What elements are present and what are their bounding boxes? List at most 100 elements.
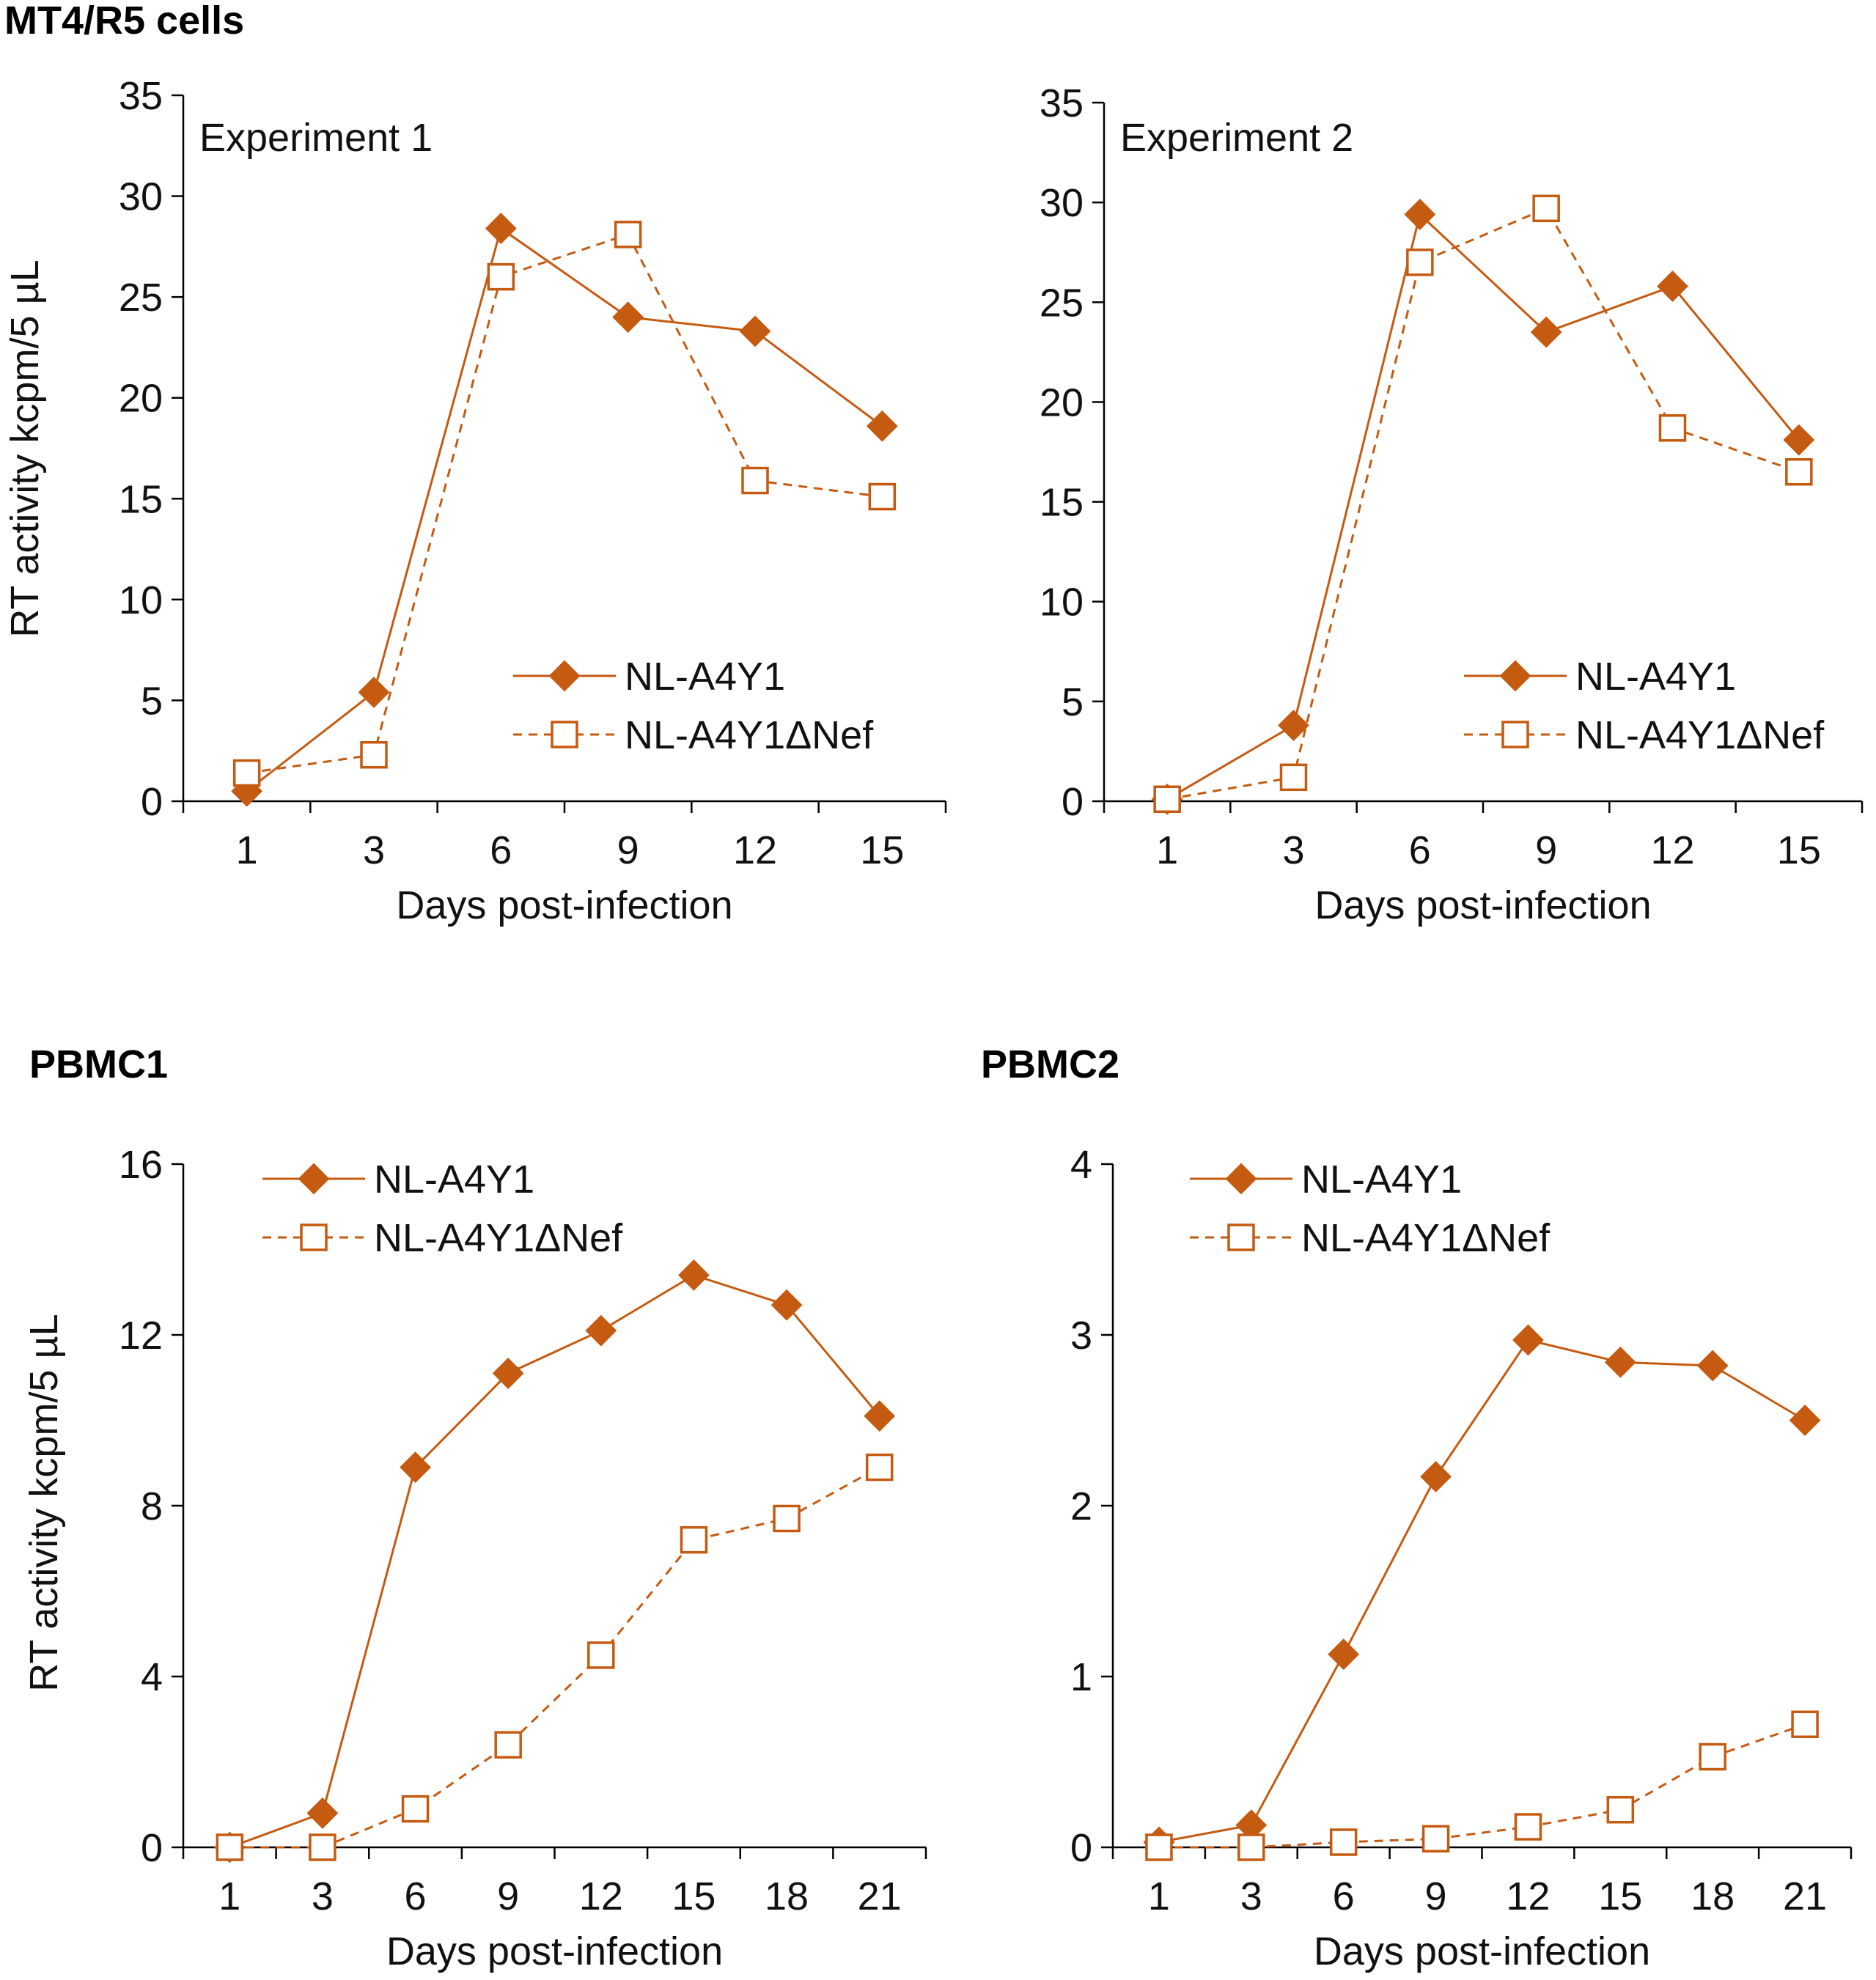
x-axis-title: Days post-infection xyxy=(396,883,732,927)
x-tick-label: 15 xyxy=(1598,1874,1642,1918)
series-line-nl-a4y1 xyxy=(246,227,883,792)
section-label-pbmc1: PBMC1 xyxy=(29,1042,168,1086)
data-point-nl-a4y1 xyxy=(358,677,390,708)
x-tick-label: 15 xyxy=(860,828,904,872)
x-tick-label: 3 xyxy=(363,828,385,872)
x-tick-label: 18 xyxy=(1691,1874,1735,1918)
data-point-nl-a4y1-dnef xyxy=(1279,763,1308,792)
y-tick-label: 20 xyxy=(1040,380,1084,424)
data-point-nl-a4y1 xyxy=(1512,1324,1544,1356)
data-point-nl-a4y1 xyxy=(306,1797,339,1829)
x-axis-title: Days post-infection xyxy=(386,1929,723,1973)
y-tick-label: 0 xyxy=(1062,780,1084,824)
data-point-nl-a4y1-dnef xyxy=(232,759,261,787)
data-point-nl-a4y1 xyxy=(1789,1405,1821,1436)
data-point-nl-a4y1-dnef xyxy=(360,740,388,769)
chart-exp1: 0 5 10 15 20 25 30 35 1 3 6 9 12 15 Days post-infectio… xyxy=(3,74,947,927)
y-axis-title: RT activity kcpm/5 µL xyxy=(3,260,47,637)
data-point-nl-a4y1 xyxy=(492,1358,524,1389)
x-tick-label: 12 xyxy=(733,828,777,872)
data-point-nl-a4y1 xyxy=(1604,1346,1636,1378)
x-tick-label: 15 xyxy=(1777,828,1821,872)
data-point-nl-a4y1-dnef xyxy=(1514,1813,1542,1841)
y-tick-label: 0 xyxy=(1070,1826,1092,1870)
y-tick-label: 30 xyxy=(119,175,163,219)
data-point-nl-a4y1 xyxy=(585,1314,617,1347)
x-tick-label: 1 xyxy=(1148,1874,1170,1918)
legend-marker xyxy=(1227,1223,1255,1251)
x-tick-label: 1 xyxy=(218,1874,240,1918)
chart-pbmc1: 0 4 8 12 16 1 3 6 9 12 15 18 21 Days post-infection RT… xyxy=(22,1143,927,1973)
y-tick-label: 0 xyxy=(141,1826,163,1870)
data-point-nl-a4y1-dnef xyxy=(494,1731,522,1759)
y-tick-label: 0 xyxy=(141,780,163,824)
x-tick-label: 6 xyxy=(1409,828,1431,872)
x-axis-title: Days post-infection xyxy=(1314,1929,1650,1973)
data-point-nl-a4y1-dnef xyxy=(1329,1828,1358,1856)
x-tick-label: 12 xyxy=(579,1874,623,1918)
data-point-nl-a4y1-dnef xyxy=(1791,1710,1819,1738)
legend-label: NL-A4Y1ΔNef xyxy=(374,1216,623,1260)
data-point-nl-a4y1 xyxy=(1657,270,1688,302)
x-tick-label: 15 xyxy=(672,1874,716,1918)
data-point-nl-a4y1-dnef xyxy=(865,1453,894,1482)
x-tick-label: 12 xyxy=(1650,828,1694,872)
y-tick-label: 4 xyxy=(141,1655,163,1699)
data-point-nl-a4y1 xyxy=(770,1289,803,1321)
series-line-nl-a4y1 xyxy=(1166,212,1800,801)
chart-exp2: 0 5 10 15 20 25 30 35 1 3 6 9 12 15 Days post-infectio… xyxy=(1040,81,1864,927)
y-tick-label: 15 xyxy=(119,477,163,521)
data-point-nl-a4y1 xyxy=(1530,316,1562,348)
legend-label: NL-A4Y1 xyxy=(625,655,785,699)
y-tick-label: 1 xyxy=(1070,1655,1092,1699)
y-tick-label: 3 xyxy=(1070,1314,1092,1358)
y-tick-label: 30 xyxy=(1040,181,1084,225)
y-tick-label: 16 xyxy=(119,1143,163,1187)
y-tick-label: 5 xyxy=(1062,680,1084,724)
data-point-nl-a4y1-dnef xyxy=(1145,1833,1173,1861)
y-axis-title: RT activity kcpm/5 µL xyxy=(22,1314,66,1691)
data-point-nl-a4y1 xyxy=(1328,1638,1360,1671)
data-point-nl-a4y1-dnef xyxy=(487,262,515,291)
x-tick-label: 3 xyxy=(312,1874,334,1918)
x-tick-label: 9 xyxy=(1425,1874,1447,1918)
legend-label: NL-A4Y1 xyxy=(374,1158,534,1201)
legend-label: NL-A4Y1 xyxy=(1575,655,1736,699)
legend-marker xyxy=(1225,1163,1257,1195)
y-tick-label: 35 xyxy=(1040,81,1084,125)
y-tick-label: 25 xyxy=(119,276,163,320)
x-tick-label: 3 xyxy=(1282,828,1304,872)
y-tick-label: 15 xyxy=(1040,481,1084,525)
data-point-nl-a4y1 xyxy=(485,213,517,245)
data-point-nl-a4y1-dnef xyxy=(216,1833,244,1861)
data-point-nl-a4y1-dnef xyxy=(309,1833,336,1861)
data-point-nl-a4y1 xyxy=(1783,424,1815,456)
x-tick-label: 9 xyxy=(497,1874,519,1918)
series-line-nl-a4y1-dnef xyxy=(229,1466,880,1849)
y-tick-label: 20 xyxy=(119,377,163,421)
data-point-nl-a4y1-dnef xyxy=(401,1795,430,1823)
x-tick-label: 1 xyxy=(236,828,258,872)
y-tick-label: 25 xyxy=(1040,281,1084,325)
data-point-nl-a4y1-dnef xyxy=(1237,1833,1265,1861)
x-tick-label: 1 xyxy=(1156,828,1178,872)
data-point-nl-a4y1-dnef xyxy=(1532,194,1560,223)
x-tick-label: 6 xyxy=(490,828,512,872)
y-tick-label: 10 xyxy=(1040,581,1084,625)
data-point-nl-a4y1 xyxy=(678,1259,710,1291)
data-point-nl-a4y1 xyxy=(1420,1460,1452,1493)
data-point-nl-a4y1 xyxy=(1404,199,1436,230)
y-tick-label: 8 xyxy=(141,1484,163,1528)
data-point-nl-a4y1 xyxy=(612,301,644,334)
legend-marker xyxy=(1501,721,1529,748)
data-point-nl-a4y1-dnef xyxy=(868,482,897,511)
legend-label: NL-A4Y1ΔNef xyxy=(1301,1216,1551,1260)
series-line-nl-a4y1-dnef xyxy=(246,233,883,774)
data-point-nl-a4y1 xyxy=(866,410,898,442)
x-tick-label: 21 xyxy=(858,1874,902,1918)
y-tick-label: 35 xyxy=(119,74,163,118)
panel-annotation: Experiment 1 xyxy=(199,116,433,160)
legend-marker xyxy=(551,721,578,748)
y-tick-label: 12 xyxy=(119,1314,163,1358)
